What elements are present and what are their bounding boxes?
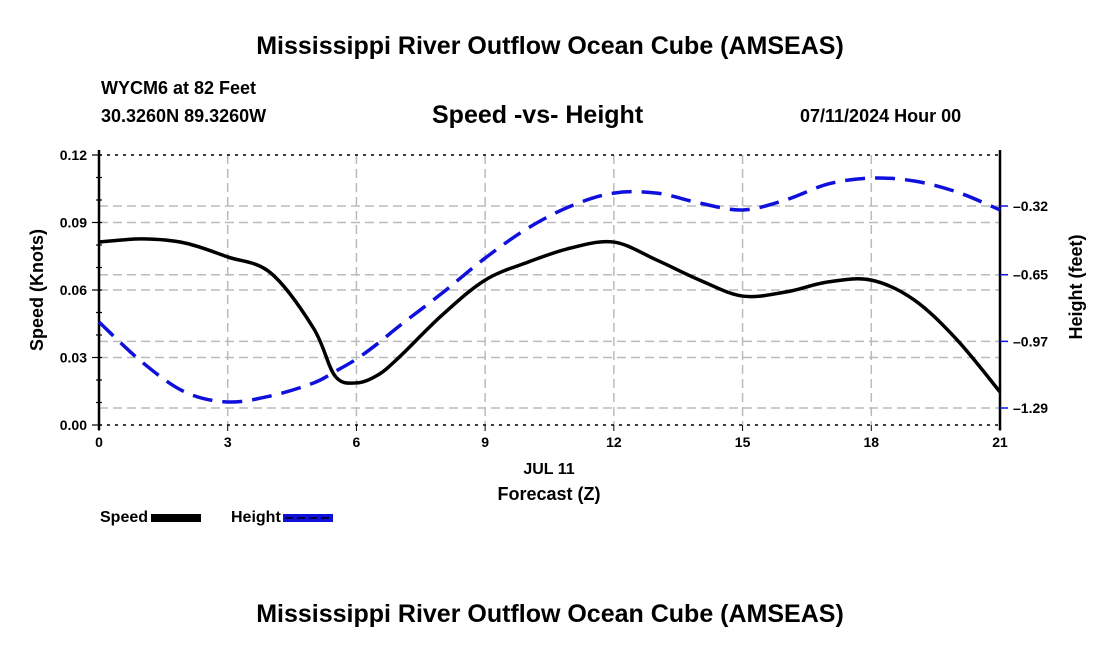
- x-tick-label: 18: [863, 434, 879, 450]
- y-axis-label: Speed (Knots): [27, 229, 47, 351]
- series: [97, 176, 1002, 404]
- page-title: Mississippi River Outflow Ocean Cube (AM…: [256, 32, 844, 60]
- y-tick-label: 0.06: [60, 282, 87, 298]
- x-tick-label: 9: [481, 434, 489, 450]
- legend-speed-swatch: [151, 514, 202, 522]
- legend-height: Height: [231, 509, 333, 527]
- x-tick-label: 12: [606, 434, 622, 450]
- x-axis-label: Forecast (Z): [497, 484, 600, 504]
- ticks: 0 3 6 9 12 15 18 21 0.00 0.03 0.06 0.09 0.12 –0.32 –0.…: [60, 147, 1048, 450]
- chart-title: Speed -vs- Height: [432, 101, 644, 129]
- y2-tick-label: –0.97: [1013, 333, 1048, 349]
- legend-height-label: Height: [231, 509, 281, 526]
- series-speed-line: [98, 237, 1002, 394]
- y2-tick-label: –0.32: [1013, 198, 1048, 214]
- y2-axis-label: Height (feet): [1066, 235, 1086, 340]
- x-tick-label: 6: [353, 434, 361, 450]
- legend-speed: Speed: [100, 509, 202, 527]
- station-label: WYCM6 at 82 Feet: [101, 78, 257, 98]
- x-tick-label: 3: [224, 434, 232, 450]
- footer-title: Mississippi River Outflow Ocean Cube (AM…: [256, 600, 844, 628]
- legend-height-swatch: [282, 514, 333, 522]
- x-date-label: JUL 11: [523, 461, 574, 478]
- x-tick-label: 21: [992, 434, 1008, 450]
- y-tick-label: 0.00: [60, 417, 87, 433]
- y2-tick-label: –1.29: [1013, 400, 1048, 416]
- grid: [99, 155, 1000, 425]
- y-tick-label: 0.12: [60, 147, 87, 163]
- legend-speed-label: Speed: [100, 509, 149, 526]
- series-height-line: [97, 176, 1001, 404]
- y-tick-label: 0.09: [60, 215, 87, 231]
- y-tick-label: 0.03: [60, 350, 87, 366]
- coordinates-label: 30.3260N 89.3260W: [101, 106, 267, 126]
- datetime-label: 07/11/2024 Hour 00: [800, 106, 962, 126]
- x-tick-label: 0: [95, 434, 103, 450]
- y2-tick-label: –0.65: [1013, 267, 1048, 283]
- x-tick-label: 15: [735, 434, 751, 450]
